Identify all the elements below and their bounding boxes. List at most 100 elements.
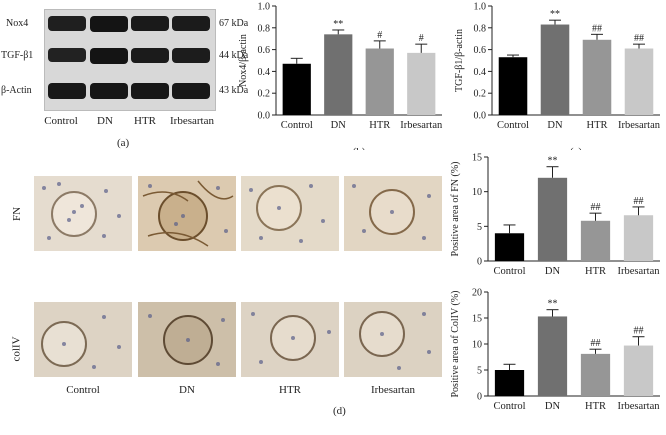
bar xyxy=(537,177,568,261)
category-label: DN xyxy=(547,120,563,131)
category-label: Irbesartan xyxy=(618,266,661,277)
panel-letter-d: (d) xyxy=(333,405,346,417)
y-tick-label: 0.8 xyxy=(258,23,271,34)
category-label: HTR xyxy=(585,266,606,277)
blot-band xyxy=(172,48,210,64)
micrograph-coliv-irbesartan xyxy=(344,302,442,377)
blot-band xyxy=(131,83,169,99)
significance-mark: ## xyxy=(634,326,644,337)
bar xyxy=(580,353,611,396)
category-label: HTR xyxy=(369,120,390,131)
bar xyxy=(540,24,570,116)
y-tick-label: 20 xyxy=(472,288,482,299)
y-tick-label: 0.0 xyxy=(474,111,487,122)
category-label: Irbesartan xyxy=(618,120,661,131)
lane-label: Control xyxy=(44,115,78,127)
blot-band xyxy=(90,83,128,99)
y-tick-label: 0.2 xyxy=(474,89,487,100)
y-tick-label: 0.6 xyxy=(474,45,487,56)
y-tick-label: 0.2 xyxy=(258,89,271,100)
category-label: DN xyxy=(545,401,561,412)
y-tick-label: 15 xyxy=(472,314,482,325)
panel-letter: (c) xyxy=(570,146,583,150)
bar xyxy=(365,48,394,116)
bar xyxy=(623,215,654,261)
condition-label: Control xyxy=(66,384,100,396)
blot-row-label: β-Actin xyxy=(1,85,32,96)
blot-band xyxy=(90,48,128,64)
blot-kda-label: 67 kDa xyxy=(219,18,249,29)
significance-mark: ** xyxy=(548,156,558,167)
y-tick-label: 5 xyxy=(477,222,482,233)
y-axis-label: TGF-β1/β-actin xyxy=(454,29,465,92)
blot-band xyxy=(172,83,210,99)
micrograph-coliv-htr xyxy=(241,302,339,377)
y-tick-label: 0.6 xyxy=(258,45,271,56)
significance-mark: ** xyxy=(333,19,343,30)
blot-kda-label: 43 kDa xyxy=(219,85,249,96)
blot-row-label: Nox4 xyxy=(6,18,29,29)
significance-mark: ## xyxy=(634,196,644,207)
panel-letter-a: (a) xyxy=(117,137,130,149)
bar xyxy=(582,39,612,115)
bar xyxy=(324,34,353,116)
chart-b: 0.0 0.2 0.4 0.6 0.8 1.0 Nox4/β-actin Control ** D… xyxy=(238,2,443,151)
y-tick-label: 1.0 xyxy=(474,2,487,13)
micrograph-fn-htr xyxy=(241,176,339,251)
condition-label: Irbesartan xyxy=(371,384,415,396)
y-tick-label: 0.4 xyxy=(258,67,271,78)
bar xyxy=(494,233,525,261)
y-axis-label: Nox4/β-actin xyxy=(238,34,249,87)
bar xyxy=(623,345,654,396)
category-label: Control xyxy=(493,266,525,277)
chart-d2: 0 5 10 15 20 Positive area of ColIV (%) Contro… xyxy=(450,288,661,413)
blot-band xyxy=(48,48,86,63)
y-tick-label: 0.8 xyxy=(474,23,487,34)
chart-d1: 0 5 10 15 Positive area of FN (%) Control ** DN… xyxy=(450,153,661,278)
blot-row-label: TGF-β1 xyxy=(1,50,34,61)
bar xyxy=(580,220,611,261)
category-label: Control xyxy=(493,401,525,412)
category-label: HTR xyxy=(587,120,608,131)
micrograph-coliv-control xyxy=(34,302,132,377)
bar xyxy=(282,63,311,115)
category-label: Irbesartan xyxy=(618,401,661,412)
y-tick-label: 10 xyxy=(472,187,482,198)
row-label-fn: FN xyxy=(11,206,24,222)
significance-mark: ## xyxy=(591,202,601,213)
blot-kda-label: 44 kDa xyxy=(219,50,249,61)
panel-letter: (b) xyxy=(353,146,366,150)
bar xyxy=(498,57,528,115)
significance-mark: ** xyxy=(548,299,558,310)
condition-label: DN xyxy=(179,384,195,396)
significance-mark: ## xyxy=(591,338,601,349)
lane-label: HTR xyxy=(134,115,156,127)
blot-band xyxy=(48,83,86,99)
y-tick-label: 5 xyxy=(477,366,482,377)
y-axis-label: Positive area of ColIV (%) xyxy=(450,290,461,397)
category-label: Control xyxy=(281,120,313,131)
significance-mark: ## xyxy=(634,33,644,44)
lane-label: DN xyxy=(97,115,113,127)
significance-mark: # xyxy=(377,30,382,41)
y-tick-label: 15 xyxy=(472,153,482,164)
category-label: DN xyxy=(331,120,347,131)
condition-label: HTR xyxy=(279,384,301,396)
category-label: Control xyxy=(497,120,529,131)
blot-band xyxy=(131,48,169,64)
category-label: Irbesartan xyxy=(400,120,443,131)
y-tick-label: 0.4 xyxy=(474,67,487,78)
bar xyxy=(624,48,654,116)
micrograph-fn-irbesartan xyxy=(344,176,442,251)
y-tick-label: 0 xyxy=(477,257,482,268)
blot-band xyxy=(131,16,169,32)
y-tick-label: 10 xyxy=(472,340,482,351)
lane-label: Irbesartan xyxy=(170,115,214,127)
category-label: HTR xyxy=(585,401,606,412)
bar xyxy=(494,370,525,396)
chart-c: 0.0 0.2 0.4 0.6 0.8 1.0 TGF-β1/β-actin Control *… xyxy=(454,2,661,151)
significance-mark: ** xyxy=(550,9,560,20)
micrograph-coliv-dn xyxy=(138,302,236,377)
category-label: DN xyxy=(545,266,561,277)
blot-band xyxy=(48,16,86,31)
